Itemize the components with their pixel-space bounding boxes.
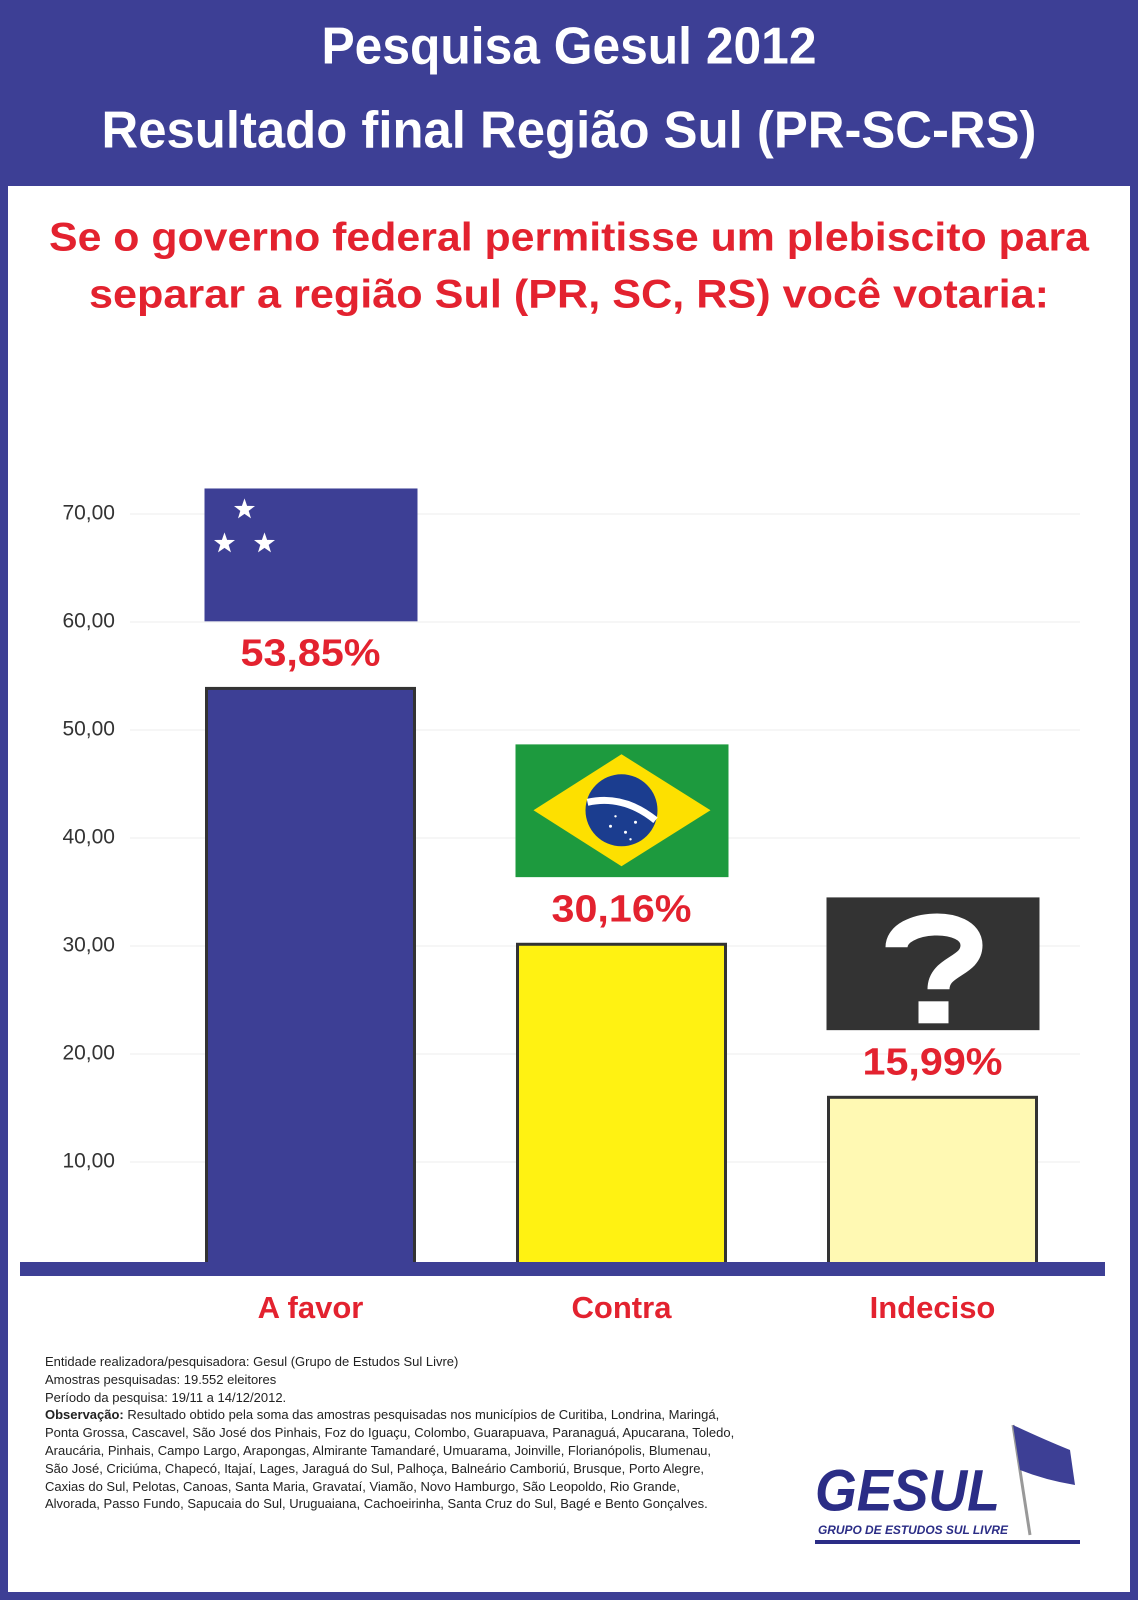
y-tick-label: 70,00 [62, 502, 115, 525]
x-axis [20, 1262, 1105, 1276]
value-label: 30,16% [552, 888, 692, 930]
x-tick-label: Contra [572, 1290, 673, 1325]
footer-line: Período da pesquisa: 19/11 a 14/12/2012. [45, 1389, 287, 1405]
logo-rule [815, 1540, 1080, 1544]
y-tick-label: 10,00 [62, 1150, 115, 1173]
value-label: 53,85% [241, 632, 381, 674]
y-tick-label: 40,00 [62, 826, 115, 849]
subtitle: Resultado final Região Sul (PR-SC-RS) [102, 102, 1037, 160]
x-tick-label: Indeciso [870, 1290, 996, 1325]
y-tick-label: 20,00 [62, 1042, 115, 1065]
logo-flag [1013, 1425, 1075, 1485]
footer-text: Resultado obtido pela soma das amostras … [45, 1407, 735, 1512]
footer-line: Entidade realizadora/pesquisadora: Gesul… [45, 1353, 735, 1371]
y-tick-label: 30,00 [62, 934, 115, 957]
bar [516, 942, 727, 1272]
title: Pesquisa Gesul 2012 [322, 18, 817, 76]
value-label: 15,99% [863, 1041, 1003, 1083]
logo-tagline: GRUPO DE ESTUDOS SUL LIVRE [818, 1523, 1009, 1537]
bar-icon [204, 488, 418, 622]
footer-label: Observação: [45, 1407, 124, 1423]
bar-icon [516, 744, 729, 877]
header [0, 0, 1138, 186]
bar [827, 1095, 1038, 1272]
y-tick-label: 60,00 [62, 610, 115, 633]
x-tick-label: A favor [258, 1290, 364, 1325]
footer: Entidade realizadora/pesquisadora: Gesul… [45, 1353, 735, 1513]
logo-name: GESUL [815, 1458, 1000, 1523]
bar [205, 686, 416, 1272]
y-tick-label: 50,00 [62, 718, 115, 741]
footer-note: Observação: Resultado obtido pela soma d… [45, 1406, 735, 1513]
footer-line: Amostras pesquisadas: 19.552 eleitores [45, 1371, 277, 1387]
flag-pole [1011, 1424, 1032, 1536]
logo: GESUL GRUPO DE ESTUDOS SUL LIVRE [815, 1424, 1080, 1544]
question-line: Se o governo federal permitisse um plebi… [49, 216, 1090, 260]
footer-label: Entidade realizadora/pesquisadora: [45, 1354, 250, 1369]
question-line: separar a região Sul (PR, SC, RS) você v… [89, 273, 1049, 317]
bar-icon [827, 897, 1040, 1030]
footer-text: Gesul (Grupo de Estudos Sul Livre) [253, 1354, 459, 1369]
